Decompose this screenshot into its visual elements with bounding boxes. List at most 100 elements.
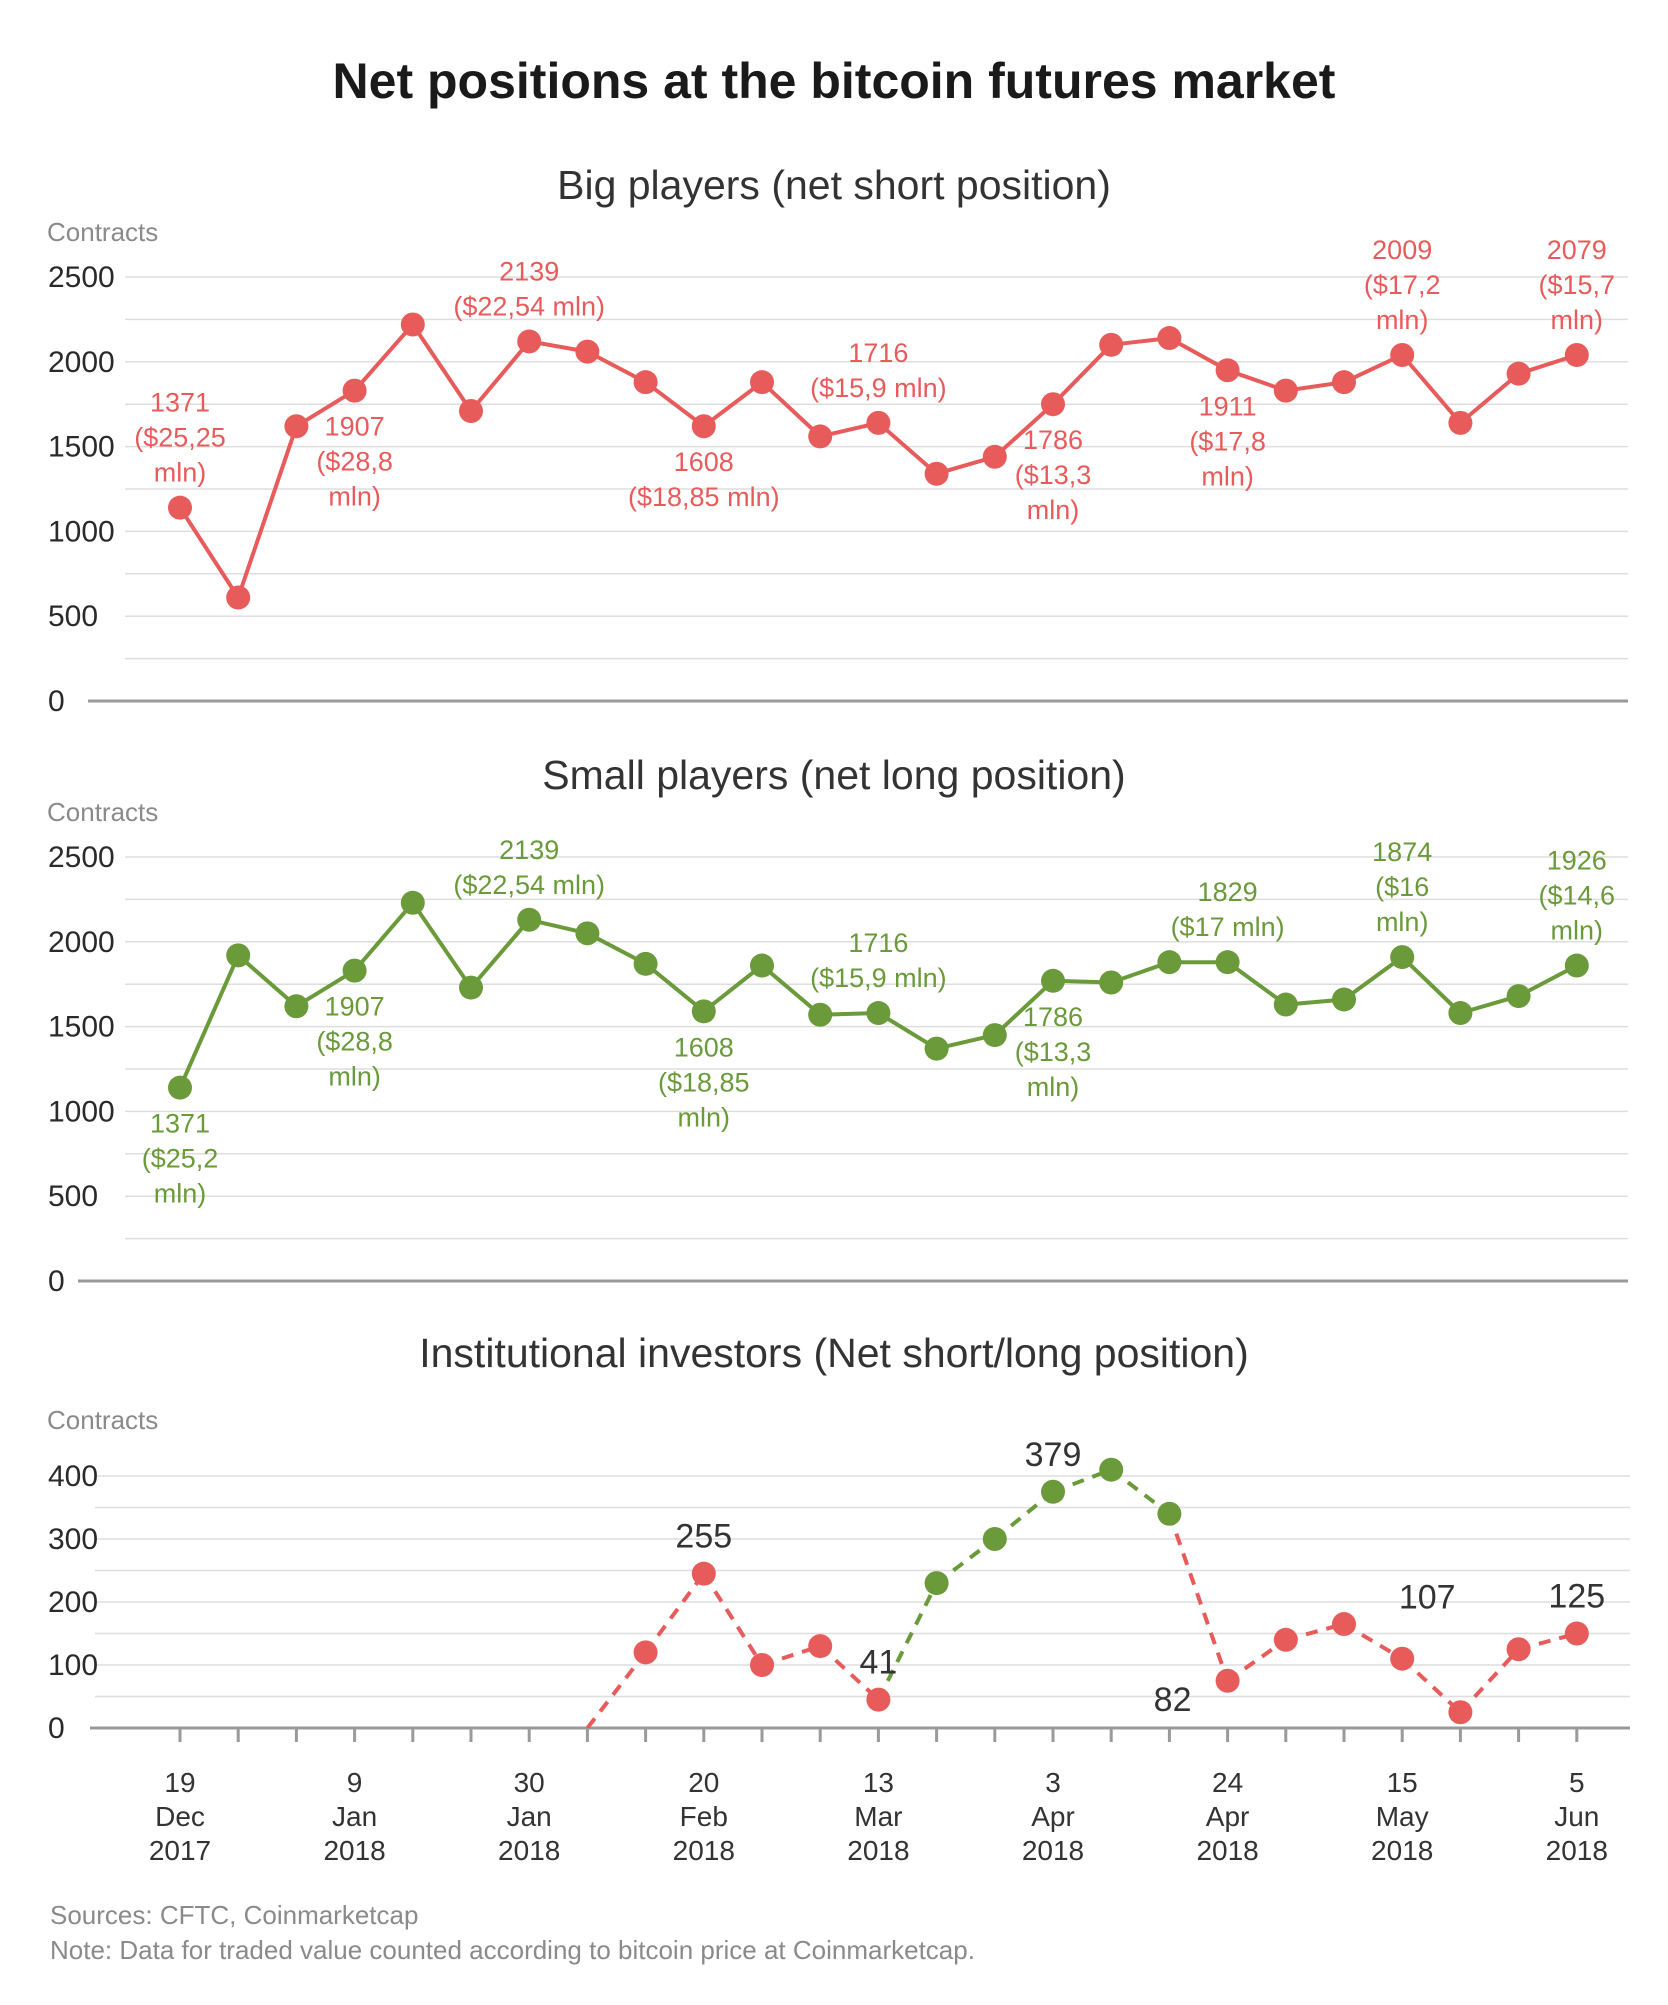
data-label-small: 1786 <box>1023 1002 1083 1032</box>
y-tick-label-big: 2000 <box>48 346 115 379</box>
data-label-small: 1716 <box>848 928 908 958</box>
y-axis-label-big-players: Contracts <box>47 217 159 247</box>
data-point-small <box>691 999 716 1024</box>
data-point-inst <box>1041 1479 1065 1504</box>
data-point-big <box>1448 410 1473 435</box>
data-point-inst <box>1099 1457 1124 1482</box>
x-tick-label: 30 <box>514 1767 545 1798</box>
data-point-inst <box>750 1653 774 1677</box>
data-label-big: mln) <box>1376 305 1429 335</box>
series-segment-inst <box>876 1582 939 1701</box>
x-tick-label: Apr <box>1206 1801 1250 1832</box>
sources-note: Sources: CFTC, Coinmarketcap <box>50 1900 419 1930</box>
series-segment-inst <box>1167 1513 1230 1682</box>
x-tick-label: 2018 <box>1022 1835 1084 1866</box>
data-point-big <box>1215 358 1240 383</box>
x-tick-label: Jun <box>1554 1801 1599 1832</box>
x-tick-label: 24 <box>1212 1767 1243 1798</box>
y-tick-label-small: 500 <box>48 1180 98 1213</box>
data-label-inst: 125 <box>1548 1578 1605 1616</box>
x-tick-label: Jan <box>507 1801 552 1832</box>
data-point-small <box>1448 1001 1473 1026</box>
data-label-inst: 255 <box>675 1518 732 1556</box>
data-label-big: 1716 <box>848 338 908 368</box>
data-point-inst <box>1564 1621 1589 1646</box>
y-tick-label-big: 500 <box>48 600 98 633</box>
x-tick-label: 2018 <box>1371 1835 1433 1866</box>
data-label-big: ($18,85 mln) <box>628 482 780 512</box>
x-tick-label: 2018 <box>1546 1835 1608 1866</box>
data-point-small <box>284 994 309 1019</box>
x-tick-label: 5 <box>1569 1767 1585 1798</box>
y-tick-label-big: 2500 <box>48 261 115 294</box>
data-point-small <box>924 1036 949 1061</box>
data-label-big: 1608 <box>674 447 734 477</box>
data-point-small <box>575 921 600 946</box>
data-point-small <box>750 953 774 978</box>
y-tick-label-inst: 200 <box>48 1586 98 1619</box>
y-axis-label-institutional: Contracts <box>47 1405 159 1435</box>
data-point-big <box>1332 370 1356 395</box>
data-point-big <box>284 414 309 439</box>
series-segment-inst <box>818 1644 880 1702</box>
data-point-small <box>1390 945 1415 970</box>
data-label-small: ($25,2 <box>142 1144 219 1174</box>
chart-title: Net positions at the bitcoin futures mar… <box>332 53 1336 109</box>
data-point-inst <box>866 1687 891 1712</box>
data-label-small: mln) <box>1376 907 1429 937</box>
y-tick-label-inst: 400 <box>48 1460 98 1493</box>
data-label-big: ($13,3 <box>1015 460 1092 490</box>
data-point-inst <box>691 1561 716 1586</box>
data-label-small: ($16 <box>1375 872 1429 902</box>
x-tick-label: 2018 <box>673 1835 735 1866</box>
x-tick-label: Apr <box>1031 1801 1075 1832</box>
data-label-inst: 107 <box>1399 1579 1456 1617</box>
data-point-big <box>1099 332 1124 357</box>
x-tick-label: 2018 <box>1196 1835 1258 1866</box>
series-segment-inst <box>702 1572 764 1667</box>
y-tick-label-big: 0 <box>48 685 65 718</box>
data-point-small <box>1041 968 1065 993</box>
data-label-small: 1371 <box>150 1109 210 1139</box>
data-point-inst <box>1448 1700 1473 1725</box>
data-point-small <box>168 1075 192 1100</box>
x-tick-label: 13 <box>863 1767 894 1798</box>
data-point-small <box>808 1002 833 1027</box>
data-point-small <box>400 890 425 915</box>
data-point-big <box>750 370 774 395</box>
series-segment-inst <box>1400 1657 1462 1714</box>
data-point-small <box>342 958 367 983</box>
data-point-big <box>400 312 425 337</box>
data-label-big: mln) <box>1201 461 1254 491</box>
data-point-big <box>575 339 600 364</box>
data-label-small: ($13,3 <box>1015 1037 1092 1067</box>
data-label-small: mln) <box>1027 1072 1080 1102</box>
data-label-big: 2079 <box>1547 235 1607 265</box>
y-tick-label-small: 2500 <box>48 841 115 874</box>
x-tick-label: 20 <box>688 1767 719 1798</box>
data-label-big: 2009 <box>1372 235 1432 265</box>
data-point-big <box>168 495 192 520</box>
x-tick-label: 2018 <box>323 1835 385 1866</box>
data-point-big <box>1273 378 1298 403</box>
data-label-small: mln) <box>328 1062 381 1092</box>
y-axis-label-small-players: Contracts <box>47 797 159 827</box>
data-label-small: ($18,85 <box>658 1067 750 1097</box>
x-tick-label: Dec <box>155 1801 205 1832</box>
data-label-big: 1907 <box>325 412 385 442</box>
data-note: Note: Data for traded value counted acco… <box>50 1935 975 1965</box>
data-point-big <box>924 461 949 486</box>
data-point-small <box>1273 992 1298 1017</box>
data-label-small: 1874 <box>1372 837 1432 867</box>
x-tick-label: 3 <box>1045 1767 1061 1798</box>
data-point-small <box>1157 950 1182 975</box>
y-tick-label-small: 1000 <box>48 1095 115 1128</box>
data-point-small <box>226 943 251 968</box>
y-tick-label-big: 1500 <box>48 431 115 464</box>
x-tick-label: Mar <box>854 1801 902 1832</box>
series-segment-inst <box>585 1651 648 1730</box>
data-point-big <box>459 398 483 423</box>
data-label-big: mln) <box>154 458 207 488</box>
series-segment-inst <box>1458 1647 1521 1714</box>
